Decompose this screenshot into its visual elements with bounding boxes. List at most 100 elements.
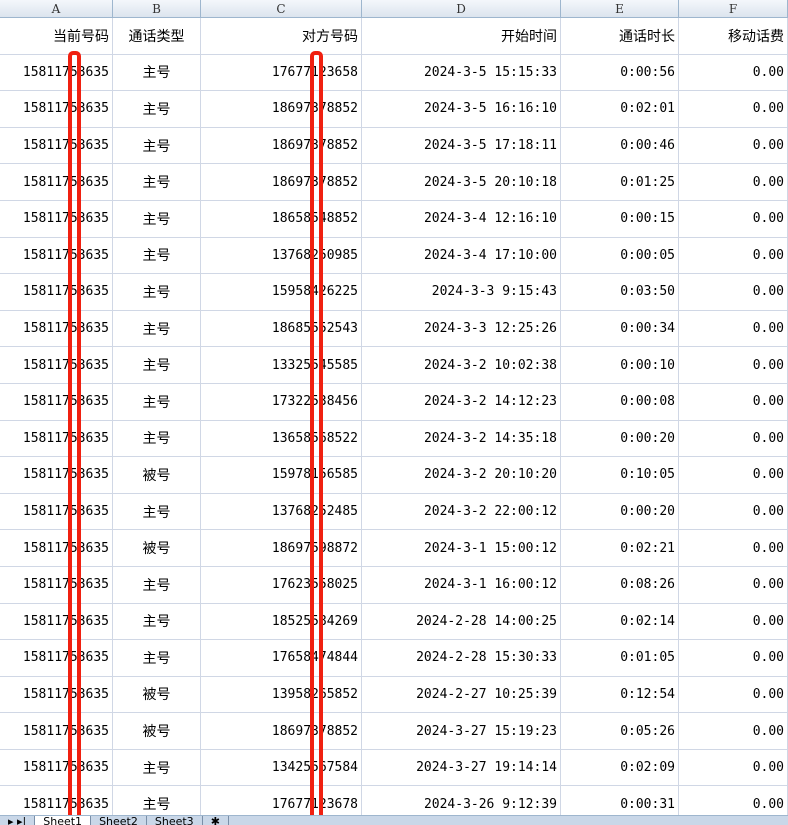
cell-b[interactable]: 主号 (113, 91, 201, 127)
cell-e[interactable]: 0:00:20 (561, 420, 679, 457)
cell-a[interactable]: 15811753635 (0, 786, 113, 823)
column-header-a[interactable]: A (0, 0, 113, 18)
cell-e[interactable]: 0:12:54 (561, 676, 679, 713)
column-header-b[interactable]: B (113, 0, 201, 18)
cell-c[interactable]: 18685552543 (201, 310, 362, 347)
cell-a[interactable]: 15811753635 (0, 347, 113, 383)
cell-e[interactable]: 0:00:15 (561, 200, 679, 237)
cell-d[interactable]: 2024-3-27 19:14:14 (362, 749, 561, 786)
cell-e[interactable]: 0:00:31 (561, 786, 679, 823)
cell-e[interactable]: 0:02:01 (561, 91, 679, 127)
cell-f[interactable]: 0.00 (679, 713, 788, 749)
cell-b[interactable]: 主号 (113, 127, 201, 164)
cell-b[interactable]: 主号 (113, 383, 201, 420)
cell-e[interactable]: 0:01:05 (561, 640, 679, 676)
cell-b[interactable]: 主号 (113, 200, 201, 237)
cell-e[interactable]: 0:02:14 (561, 603, 679, 640)
cell-a[interactable]: 15811753635 (0, 566, 113, 603)
cell-c[interactable]: 15958426225 (201, 274, 362, 310)
cell-e[interactable]: 0:00:08 (561, 383, 679, 420)
cell-b[interactable]: 主号 (113, 493, 201, 530)
cell-a[interactable]: 15811753635 (0, 127, 113, 164)
cell-c[interactable]: 18697378852 (201, 127, 362, 164)
cell-c[interactable]: 18697378852 (201, 164, 362, 200)
sheet-tab-2[interactable]: Sheet2 (91, 816, 147, 825)
cell-c[interactable]: 13768250985 (201, 237, 362, 274)
cell-e[interactable]: 0:03:50 (561, 274, 679, 310)
cell-b[interactable]: 被号 (113, 676, 201, 713)
cell-c[interactable]: 对方号码 (201, 18, 362, 54)
cell-a[interactable]: 15811753635 (0, 713, 113, 749)
cell-f[interactable]: 0.00 (679, 310, 788, 347)
cell-d[interactable]: 开始时间 (362, 18, 561, 54)
cell-b[interactable]: 被号 (113, 713, 201, 749)
cell-c[interactable]: 18697598872 (201, 530, 362, 566)
cell-d[interactable]: 2024-3-1 16:00:12 (362, 566, 561, 603)
cell-c[interactable]: 18525584269 (201, 603, 362, 640)
cell-b[interactable]: 被号 (113, 457, 201, 493)
cell-e[interactable]: 0:00:20 (561, 493, 679, 530)
cell-f[interactable]: 0.00 (679, 164, 788, 200)
cell-e[interactable]: 0:00:10 (561, 347, 679, 383)
cell-c[interactable]: 18658548852 (201, 200, 362, 237)
insert-sheet-icon[interactable]: ✱ (203, 816, 229, 825)
cell-c[interactable]: 17677123658 (201, 54, 362, 91)
cell-a[interactable]: 15811753635 (0, 237, 113, 274)
cell-a[interactable]: 15811753635 (0, 54, 113, 91)
cell-d[interactable]: 2024-3-2 14:35:18 (362, 420, 561, 457)
cell-d[interactable]: 2024-2-28 15:30:33 (362, 640, 561, 676)
cell-d[interactable]: 2024-3-26 9:12:39 (362, 786, 561, 823)
cell-c[interactable]: 13425567584 (201, 749, 362, 786)
cell-f[interactable]: 0.00 (679, 530, 788, 566)
cell-a[interactable]: 15811753635 (0, 603, 113, 640)
cell-d[interactable]: 2024-3-5 17:18:11 (362, 127, 561, 164)
cell-b[interactable]: 主号 (113, 310, 201, 347)
cell-c[interactable]: 18697378852 (201, 713, 362, 749)
cell-f[interactable]: 移动话费 (679, 18, 788, 54)
cell-f[interactable]: 0.00 (679, 383, 788, 420)
cell-e[interactable]: 0:00:05 (561, 237, 679, 274)
cell-d[interactable]: 2024-3-2 20:10:20 (362, 457, 561, 493)
cell-e[interactable]: 0:01:25 (561, 164, 679, 200)
cell-d[interactable]: 2024-3-2 10:02:38 (362, 347, 561, 383)
cell-b[interactable]: 通话类型 (113, 18, 201, 54)
cell-e[interactable]: 0:02:09 (561, 749, 679, 786)
cell-d[interactable]: 2024-3-4 17:10:00 (362, 237, 561, 274)
cell-b[interactable]: 主号 (113, 54, 201, 91)
cell-f[interactable]: 0.00 (679, 200, 788, 237)
cell-b[interactable]: 主号 (113, 347, 201, 383)
cell-f[interactable]: 0.00 (679, 603, 788, 640)
cell-e[interactable]: 通话时长 (561, 18, 679, 54)
cell-c[interactable]: 13658568522 (201, 420, 362, 457)
cell-d[interactable]: 2024-3-5 15:15:33 (362, 54, 561, 91)
cell-f[interactable]: 0.00 (679, 274, 788, 310)
cell-f[interactable]: 0.00 (679, 457, 788, 493)
cell-f[interactable]: 0.00 (679, 54, 788, 91)
cell-b[interactable]: 被号 (113, 530, 201, 566)
cell-c[interactable]: 13958265852 (201, 676, 362, 713)
cell-c[interactable]: 13768252485 (201, 493, 362, 530)
cell-a[interactable]: 15811753635 (0, 310, 113, 347)
cell-b[interactable]: 主号 (113, 237, 201, 274)
cell-a[interactable]: 15811753635 (0, 749, 113, 786)
cell-f[interactable]: 0.00 (679, 347, 788, 383)
cell-c[interactable]: 18697378852 (201, 91, 362, 127)
cell-f[interactable]: 0.00 (679, 420, 788, 457)
cell-c[interactable]: 13325545585 (201, 347, 362, 383)
cell-b[interactable]: 主号 (113, 640, 201, 676)
cell-a[interactable]: 15811753635 (0, 530, 113, 566)
cell-a[interactable]: 15811753635 (0, 274, 113, 310)
cell-c[interactable]: 17677123678 (201, 786, 362, 823)
sheet-tab-3[interactable]: Sheet3 (147, 816, 203, 825)
cell-d[interactable]: 2024-3-3 9:15:43 (362, 274, 561, 310)
cell-a[interactable]: 15811753635 (0, 383, 113, 420)
cell-b[interactable]: 主号 (113, 274, 201, 310)
cell-f[interactable]: 0.00 (679, 640, 788, 676)
cell-f[interactable]: 0.00 (679, 91, 788, 127)
cell-c[interactable]: 15978156585 (201, 457, 362, 493)
cell-b[interactable]: 主号 (113, 566, 201, 603)
cell-b[interactable]: 主号 (113, 420, 201, 457)
cell-a[interactable]: 15811753635 (0, 420, 113, 457)
cell-d[interactable]: 2024-3-2 14:12:23 (362, 383, 561, 420)
cell-c[interactable]: 17322538456 (201, 383, 362, 420)
